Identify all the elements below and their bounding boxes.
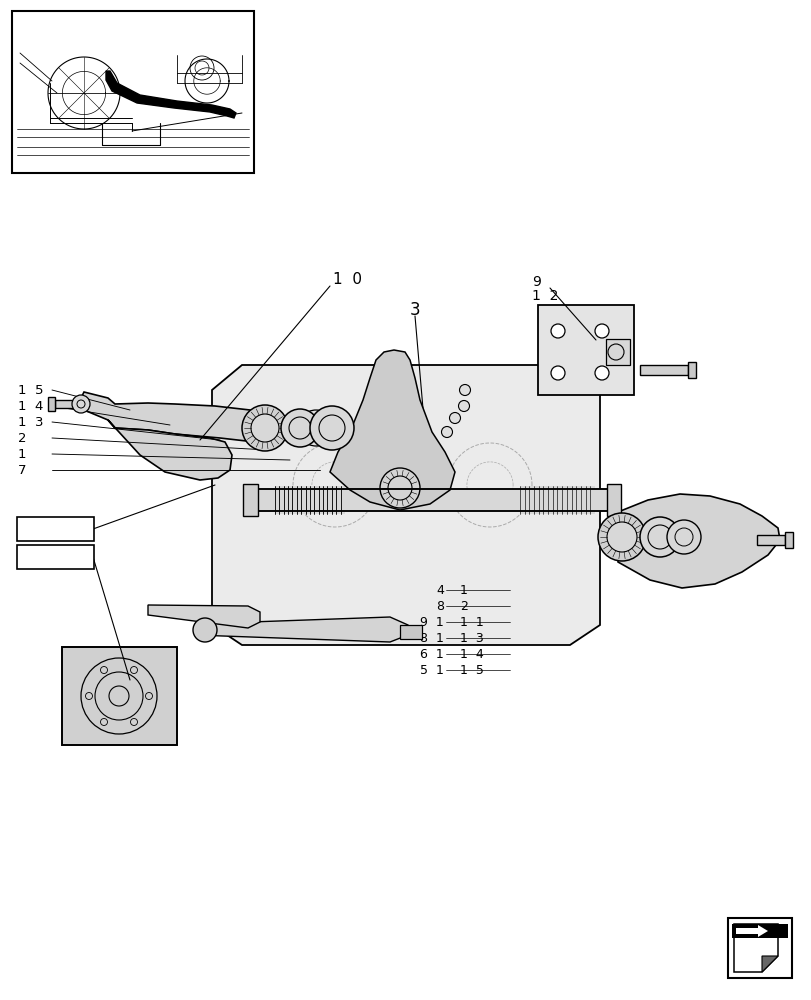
Text: 1  5: 1 5 (18, 383, 44, 396)
Bar (242, 484, 258, 516)
Text: 1.82.0: 1.82.0 (34, 522, 76, 536)
Ellipse shape (242, 405, 288, 451)
Text: 9  1: 9 1 (420, 615, 444, 628)
Text: 1: 1 (460, 584, 467, 596)
Ellipse shape (281, 409, 319, 447)
Polygon shape (761, 956, 777, 972)
Ellipse shape (594, 366, 608, 380)
Text: 8  1: 8 1 (419, 632, 444, 644)
Bar (727, 918, 791, 978)
Text: 1  3: 1 3 (18, 416, 44, 428)
Text: 1.82.6: 1.82.6 (34, 550, 76, 564)
Text: 5  1: 5 1 (419, 664, 444, 676)
Bar (607, 484, 620, 516)
Text: 7: 7 (18, 464, 27, 477)
Polygon shape (617, 494, 779, 588)
Bar (756, 535, 784, 545)
Ellipse shape (594, 324, 608, 338)
Ellipse shape (551, 324, 564, 338)
Ellipse shape (310, 406, 354, 450)
Bar (247, 489, 614, 511)
FancyBboxPatch shape (17, 545, 94, 569)
Text: 1  0: 1 0 (333, 272, 362, 288)
Ellipse shape (458, 400, 469, 412)
Ellipse shape (380, 468, 419, 508)
Ellipse shape (607, 522, 636, 552)
Ellipse shape (639, 517, 679, 557)
Bar (538, 305, 633, 395)
Ellipse shape (597, 513, 646, 561)
Ellipse shape (72, 395, 90, 413)
Bar (48, 397, 55, 411)
Ellipse shape (666, 520, 700, 554)
Text: 3: 3 (410, 301, 420, 319)
Text: 4: 4 (436, 584, 444, 596)
Ellipse shape (449, 412, 460, 424)
Polygon shape (195, 617, 407, 642)
Ellipse shape (441, 426, 452, 438)
Ellipse shape (251, 414, 279, 442)
Text: 1: 1 (18, 448, 27, 460)
Polygon shape (735, 925, 767, 937)
Bar (55, 400, 77, 408)
Polygon shape (108, 420, 232, 480)
Bar (731, 924, 787, 938)
Text: 1  2: 1 2 (531, 289, 558, 303)
Text: 2: 2 (18, 432, 27, 444)
Ellipse shape (459, 384, 470, 395)
Polygon shape (80, 392, 268, 442)
Text: 9: 9 (531, 275, 540, 289)
Text: 2: 2 (460, 599, 467, 612)
Polygon shape (148, 605, 260, 628)
Text: 1  1: 1 1 (460, 615, 483, 628)
Polygon shape (733, 924, 777, 972)
Bar (400, 625, 422, 639)
Polygon shape (106, 71, 236, 118)
Polygon shape (329, 350, 454, 510)
Text: 8: 8 (436, 599, 444, 612)
Text: 1  4: 1 4 (18, 399, 43, 412)
Bar (519, 486, 594, 514)
Text: 1  3: 1 3 (460, 632, 483, 644)
FancyBboxPatch shape (17, 517, 94, 541)
Bar (12, 11, 254, 173)
Bar (639, 365, 687, 375)
Bar (605, 339, 629, 365)
Bar (784, 532, 792, 548)
Text: 1  4: 1 4 (460, 648, 483, 660)
Polygon shape (212, 365, 599, 645)
Bar (687, 362, 695, 378)
Ellipse shape (298, 410, 333, 446)
Ellipse shape (193, 618, 217, 642)
Text: 1  5: 1 5 (460, 664, 483, 676)
Ellipse shape (551, 366, 564, 380)
Text: 6  1: 6 1 (420, 648, 444, 660)
Bar (62, 647, 177, 745)
Bar (275, 486, 345, 514)
